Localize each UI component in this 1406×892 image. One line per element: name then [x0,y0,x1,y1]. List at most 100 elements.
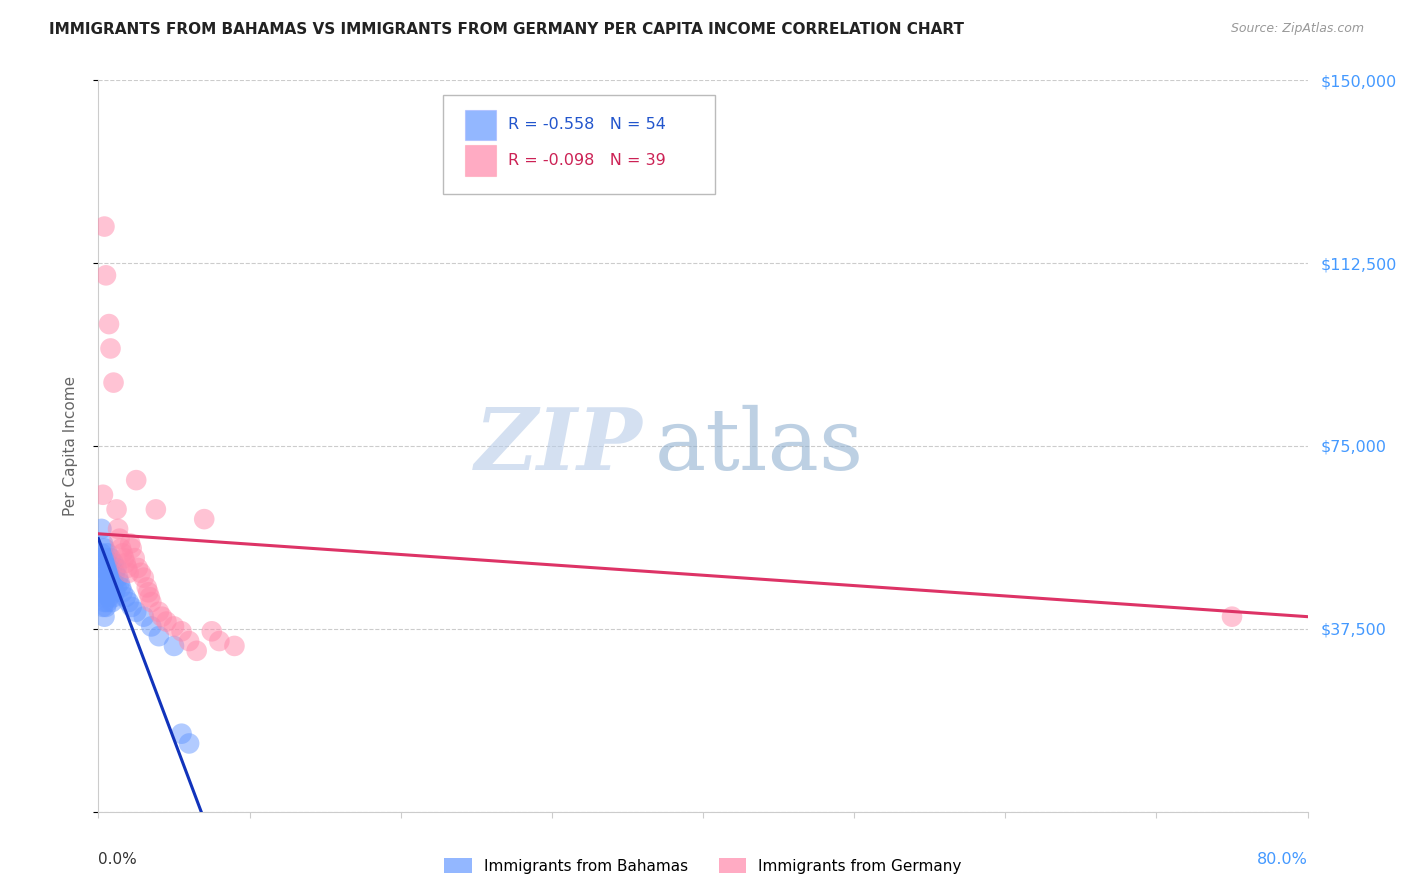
Point [108,575,131,590]
Point [101,561,124,575]
Point [103,376,125,390]
Point [201,624,224,639]
Point [105,502,128,516]
Point [103,590,125,604]
Point [118,566,141,580]
Point [100,585,122,599]
Point [89,561,111,575]
Point [132,609,155,624]
Point [96,546,118,560]
Point [141,619,163,633]
Point [89,551,111,566]
Point [98,575,121,590]
Point [121,541,143,556]
Point [90,571,112,585]
Point [163,639,186,653]
Point [170,727,193,741]
Point [100,551,122,566]
Point [139,590,162,604]
Point [224,639,246,653]
FancyBboxPatch shape [465,110,496,140]
Point [121,599,143,614]
Point [103,575,125,590]
Text: ZIP: ZIP [475,404,643,488]
Point [94,599,117,614]
Point [186,644,208,658]
Point [96,595,118,609]
Point [91,488,114,502]
Point [115,561,138,575]
Point [179,634,201,648]
Point [108,532,131,546]
Point [114,556,136,570]
Point [135,581,157,595]
Point [101,595,124,609]
FancyBboxPatch shape [443,95,716,194]
Point [179,736,201,750]
Point [93,219,115,234]
Point [90,546,112,560]
Text: 80.0%: 80.0% [1257,852,1308,867]
Point [105,561,128,575]
Point [107,571,129,585]
Point [93,581,115,595]
Point [125,473,148,487]
Point [114,590,136,604]
Point [100,571,122,585]
Point [110,541,132,556]
Point [91,556,114,570]
Point [170,624,193,639]
Point [93,541,115,556]
Point [141,595,163,609]
Point [96,566,118,580]
Text: R = -0.098   N = 39: R = -0.098 N = 39 [509,153,666,169]
Text: atlas: atlas [655,404,863,488]
Point [104,585,127,599]
Point [91,575,114,590]
Point [90,522,112,536]
Point [98,556,121,570]
Point [94,585,117,599]
Point [101,581,124,595]
Point [94,268,117,283]
Point [120,536,142,550]
Point [118,595,141,609]
Text: R = -0.558   N = 54: R = -0.558 N = 54 [509,118,666,132]
Point [104,566,127,580]
Point [96,581,118,595]
Point [98,590,121,604]
Point [94,551,117,566]
Legend: Immigrants from Bahamas, Immigrants from Germany: Immigrants from Bahamas, Immigrants from… [439,852,967,880]
Point [208,634,231,648]
Point [193,512,215,526]
Text: 0.0%: 0.0% [98,852,138,867]
Point [145,502,167,516]
Point [111,585,134,599]
Point [1220,609,1243,624]
Point [90,585,112,599]
Y-axis label: Per Capita Income: Per Capita Income [63,376,77,516]
Point [148,605,170,619]
Point [91,590,114,604]
Point [91,599,114,614]
Point [129,566,152,580]
Point [111,546,134,560]
Point [163,619,186,633]
Point [94,571,117,585]
FancyBboxPatch shape [465,145,496,176]
Point [100,342,122,356]
Point [124,551,146,566]
Point [93,561,115,575]
Text: IMMIGRANTS FROM BAHAMAS VS IMMIGRANTS FROM GERMANY PER CAPITA INCOME CORRELATION: IMMIGRANTS FROM BAHAMAS VS IMMIGRANTS FR… [49,22,965,37]
Point [127,561,149,575]
Point [93,609,115,624]
Point [105,581,128,595]
Point [110,581,132,595]
Point [98,317,121,331]
Point [91,536,114,550]
Point [155,615,177,629]
Point [150,609,173,624]
Point [136,585,159,599]
Point [103,556,125,570]
Point [125,605,148,619]
